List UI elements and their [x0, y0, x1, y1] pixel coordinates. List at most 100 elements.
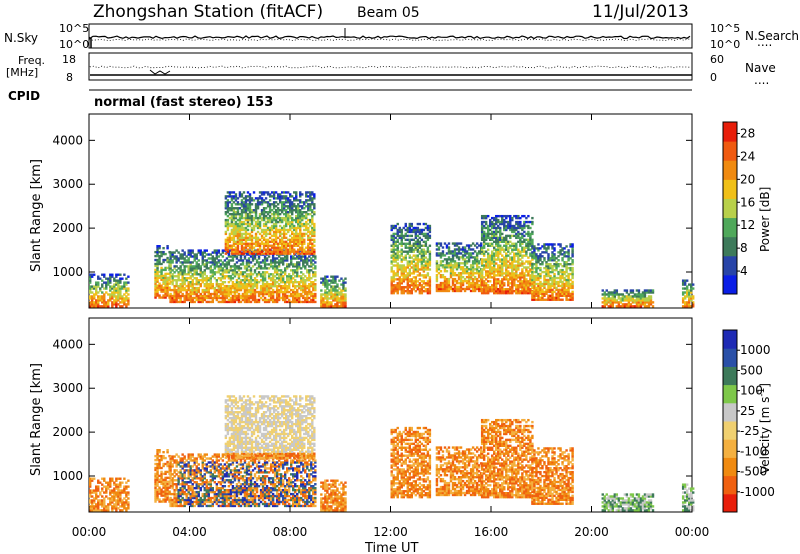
power-cell: [313, 212, 316, 216]
power-cell: [299, 246, 302, 249]
power-cell: [501, 286, 504, 289]
power-cell: [225, 290, 229, 294]
power-cell: [322, 293, 325, 296]
freq-tick-bottom: 8: [66, 71, 73, 84]
power-cell: [250, 248, 254, 251]
power-cell: [258, 201, 262, 204]
power-cell: [248, 212, 252, 216]
power-cell: [99, 305, 102, 308]
power-cell: [226, 224, 230, 228]
power-cell: [541, 284, 544, 288]
power-cell: [459, 275, 463, 279]
power-cell: [244, 246, 248, 249]
power-cell: [426, 288, 430, 291]
power-cell: [499, 270, 502, 273]
power-cell: [293, 205, 296, 208]
power-cell: [499, 246, 502, 249]
power-cell: [330, 279, 333, 282]
power-cell: [307, 252, 310, 255]
power-cell: [404, 244, 407, 247]
power-cell: [158, 250, 161, 254]
power-cell: [171, 275, 174, 278]
power-cell: [539, 263, 542, 266]
power-cell: [495, 234, 498, 238]
power-cell: [183, 271, 186, 274]
power-cell: [295, 193, 298, 196]
power-cell: [273, 271, 277, 274]
power-cell: [275, 273, 279, 276]
power-cell: [154, 272, 157, 276]
power-cell: [422, 260, 426, 263]
power-cell: [213, 259, 217, 262]
power-cell: [217, 251, 221, 254]
power-cell: [292, 282, 295, 286]
power-cell: [480, 222, 484, 226]
power-cell: [303, 234, 306, 238]
power-cell: [169, 296, 172, 300]
power-cell: [292, 290, 295, 294]
power-cell: [117, 287, 120, 290]
power-cell: [293, 248, 296, 251]
power-cell: [480, 268, 484, 271]
power-cell: [559, 284, 562, 288]
power-cell: [308, 269, 311, 272]
power-cell: [268, 240, 272, 244]
power-cell: [224, 240, 228, 244]
power-cell: [486, 280, 490, 283]
power-cell: [264, 220, 268, 224]
power-cell: [219, 277, 223, 280]
power-cell: [307, 191, 310, 194]
power-cell: [193, 257, 196, 260]
power-cell: [282, 205, 286, 208]
power-cell: [601, 297, 604, 300]
power-cell: [248, 246, 252, 249]
power-cell: [537, 296, 540, 299]
power-cell: [260, 209, 264, 212]
power-cell: [422, 290, 426, 293]
power-cell: [251, 298, 255, 302]
power-cell: [160, 268, 163, 272]
power-cell: [250, 209, 254, 212]
power-cell: [171, 298, 174, 302]
power-cell: [247, 269, 251, 272]
power-cell: [517, 256, 520, 259]
power-cell: [469, 268, 473, 271]
power-cell: [164, 292, 167, 295]
power-cell: [228, 207, 232, 210]
power-cell: [239, 255, 243, 258]
power-cell: [280, 220, 284, 224]
power-cell: [469, 283, 473, 287]
power-cell: [416, 266, 420, 269]
power-cell: [493, 286, 496, 289]
power-cell: [565, 264, 568, 268]
power-cell: [426, 290, 430, 293]
power-cell: [169, 271, 172, 274]
power-cell: [199, 296, 202, 300]
power-cell: [533, 288, 536, 292]
nsearch-legend-dots: ....: [757, 35, 772, 49]
power-cell: [312, 294, 315, 298]
power-cell: [307, 218, 310, 222]
power-cell: [340, 295, 343, 298]
power-cell: [227, 271, 231, 274]
power-cell: [420, 284, 424, 287]
power-cell: [437, 268, 441, 271]
power-cell: [306, 259, 309, 262]
power-cell: [158, 288, 161, 291]
power-cell: [561, 257, 564, 260]
power-cell: [509, 246, 512, 249]
power-cell: [453, 287, 457, 291]
power-cell: [288, 246, 292, 249]
power-cell: [274, 222, 278, 226]
power-cell: [227, 269, 231, 272]
power-cell: [173, 288, 176, 292]
power-cell: [293, 203, 296, 206]
power-cell: [245, 253, 249, 256]
power-cell: [511, 230, 514, 234]
power-cell: [406, 252, 409, 255]
power-cell: [258, 191, 262, 194]
power-cell: [291, 205, 294, 208]
power-cell: [272, 252, 276, 255]
power-cell: [250, 242, 254, 245]
power-cell: [250, 252, 254, 255]
